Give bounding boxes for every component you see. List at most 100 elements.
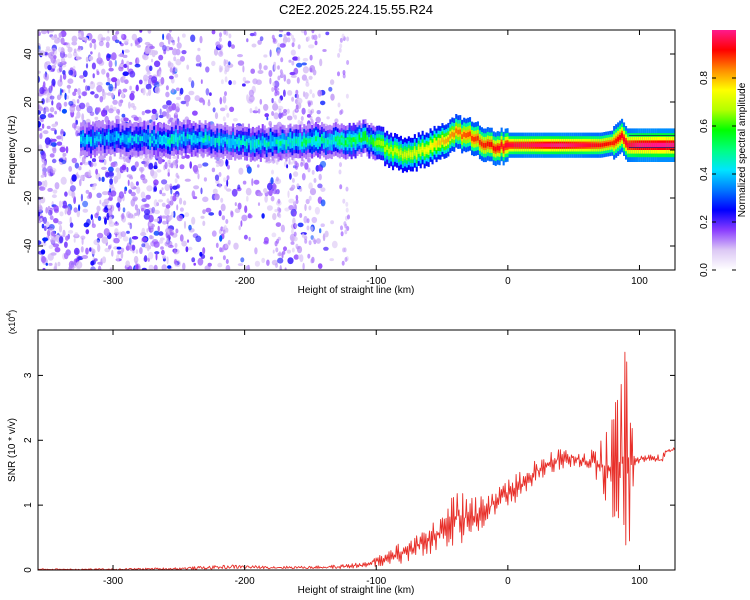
ridge-cell [429, 142, 432, 148]
noise-blob [325, 31, 330, 36]
noise-blob [68, 88, 71, 94]
noise-blob [58, 200, 62, 208]
y-tick-label: -40 [23, 238, 34, 253]
ridge-cell [589, 143, 592, 147]
noise-blob [309, 188, 317, 196]
noise-streak-blob [226, 175, 230, 181]
ridge-cell [396, 148, 399, 154]
noise-blob [266, 259, 270, 266]
noise-blob [289, 187, 295, 191]
ridge-cell [652, 142, 655, 148]
ridge-cell [632, 142, 635, 148]
noise-blob [208, 212, 215, 216]
noise-blob [320, 199, 326, 207]
noise-streak-blob [291, 96, 295, 102]
noise-blob [71, 157, 78, 164]
ridge-cell [125, 137, 128, 143]
noise-blob [150, 169, 155, 177]
noise-blob [49, 107, 55, 113]
ridge-cell [228, 140, 231, 146]
noise-blob [131, 240, 134, 243]
noise-streak-blob [295, 199, 299, 205]
ridge-cell [413, 148, 416, 154]
noise-blob [80, 246, 84, 253]
noise-streak-blob [338, 47, 342, 53]
noise-blob [136, 44, 141, 48]
noise-blob [59, 74, 63, 83]
noise-blob [103, 198, 110, 205]
noise-blob [242, 180, 247, 185]
noise-blob [61, 108, 67, 114]
noise-blob [106, 92, 112, 96]
ridge-cell [607, 142, 610, 146]
noise-blob [317, 263, 323, 269]
noise-blob [169, 47, 173, 51]
ridge-cell [597, 143, 600, 147]
noise-blob [130, 191, 136, 197]
noise-blob [48, 139, 53, 146]
ridge-cell [137, 137, 140, 143]
ridge-cell [222, 139, 225, 145]
ridge-cell [111, 135, 114, 140]
noise-blob [282, 250, 286, 255]
noise-blob [172, 195, 177, 202]
noise-blob [246, 166, 252, 174]
noise-streak-blob [346, 36, 350, 42]
ridge-cell [617, 136, 620, 142]
noise-blob [115, 167, 120, 173]
noise-blob [38, 127, 43, 131]
noise-blob [130, 43, 133, 47]
noise-blob [185, 246, 189, 253]
ridge-cell [603, 142, 606, 147]
noise-streak-blob [273, 85, 277, 91]
noise-blob [148, 88, 152, 97]
noise-blob [209, 256, 214, 260]
noise-blob [59, 51, 66, 59]
ridge-cell [293, 139, 296, 144]
noise-blob [116, 202, 121, 208]
noise-blob [109, 55, 116, 60]
noise-blob [103, 159, 107, 166]
noise-blob [164, 183, 170, 192]
noise-streak-blob [276, 50, 280, 56]
noise-blob [105, 171, 110, 178]
ridge-cell [625, 140, 628, 146]
noise-blob [223, 58, 227, 67]
ridge-cell [530, 143, 533, 147]
noise-blob [107, 197, 113, 201]
noise-blob [208, 99, 210, 104]
noise-blob [240, 220, 243, 227]
noise-blob [89, 42, 93, 49]
noise-streak-blob [310, 258, 314, 264]
noise-blob [161, 187, 164, 191]
ridge-cell [672, 142, 675, 148]
noise-blob [114, 228, 119, 235]
noise-blob [108, 216, 113, 225]
noise-blob [142, 54, 149, 61]
ridge-cell [593, 143, 596, 147]
ridge-cell [435, 142, 438, 148]
ridge-cell [548, 143, 551, 147]
noise-streak-blob [307, 36, 311, 42]
noise-blob [268, 70, 273, 77]
noise-blob [38, 75, 41, 83]
noise-blob [259, 98, 263, 105]
ridge-cell [431, 145, 434, 150]
noise-streak-blob [278, 98, 282, 104]
noise-blob [287, 90, 293, 96]
noise-blob [257, 70, 264, 74]
ridge-cell [601, 143, 604, 147]
noise-blob [42, 81, 46, 89]
noise-blob [277, 65, 280, 70]
noise-streak-blob [338, 169, 342, 175]
noise-blob [61, 159, 67, 164]
noise-blob [218, 50, 224, 57]
noise-streak-blob [299, 186, 303, 192]
noise-blob [81, 30, 84, 37]
noise-blob [150, 235, 154, 240]
noise-blob [50, 83, 53, 91]
noise-streak-blob [294, 160, 298, 166]
noise-blob [96, 232, 104, 239]
noise-streak-blob [222, 229, 226, 235]
